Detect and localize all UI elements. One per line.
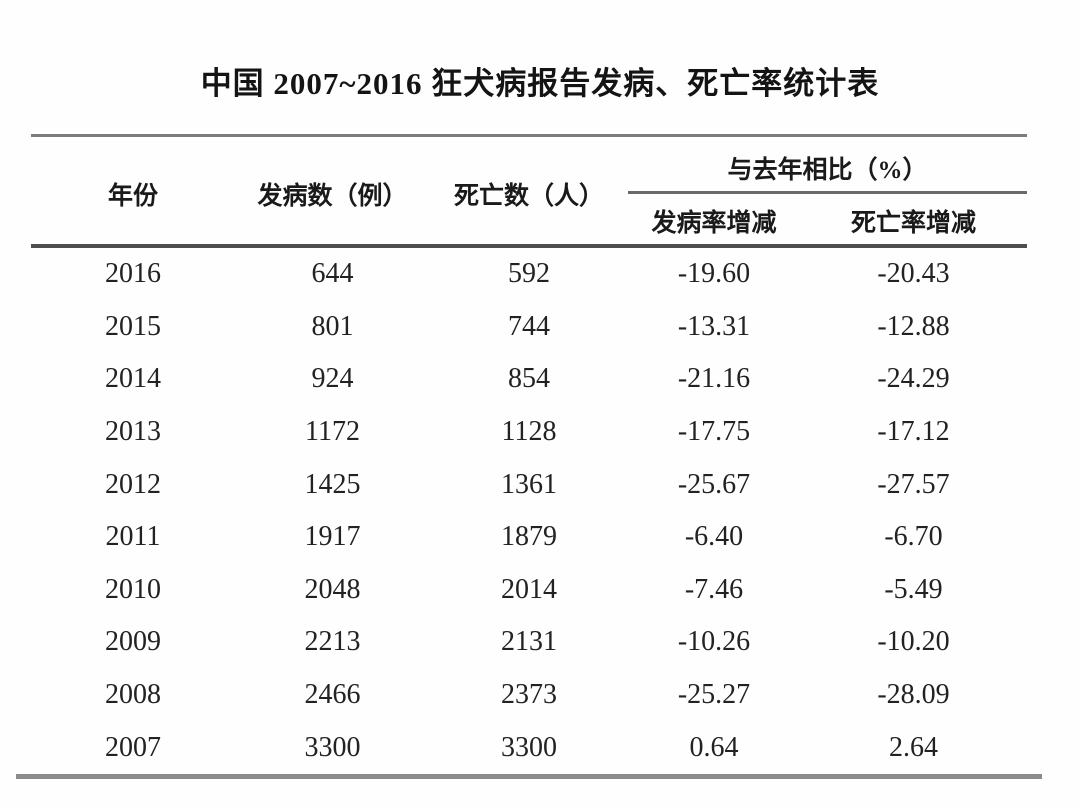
cell-deaths: 1361 xyxy=(501,468,557,500)
cell-mortality-change: -27.57 xyxy=(877,468,950,500)
table-row-2007: 2007 3300 3300 0.64 2.64 xyxy=(31,721,1027,774)
cell-mortality-change: -5.49 xyxy=(884,573,943,605)
cell-incidence-change: -17.75 xyxy=(677,416,751,448)
cell-deaths: 854 xyxy=(508,363,550,395)
header-bottom-rule xyxy=(31,244,1027,248)
group-header-rule xyxy=(628,191,1027,194)
cell-cases: 2466 xyxy=(304,679,361,711)
cell-mortality-change: 2.64 xyxy=(889,731,938,763)
cell-year: 2015 xyxy=(105,310,161,342)
cell-incidence-change: -25.67 xyxy=(677,468,751,500)
table-top-rule xyxy=(31,134,1027,137)
cell-deaths: 2014 xyxy=(501,573,557,605)
table-row-2015: 2015 801 744 -13.31 -12.88 xyxy=(31,301,1027,354)
cell-incidence-change: -10.26 xyxy=(677,626,751,658)
cell-incidence-change: -25.27 xyxy=(677,679,751,711)
table-row-2009: 2009 2213 2131 -10.26 -10.20 xyxy=(31,616,1027,669)
cell-deaths: 2373 xyxy=(501,679,557,711)
cell-cases: 1425 xyxy=(304,468,361,500)
cell-year: 2013 xyxy=(105,416,161,448)
cell-mortality-change: -20.43 xyxy=(877,258,950,290)
cell-deaths: 1128 xyxy=(501,416,557,448)
table-row-2013: 2013 1172 1128 -17.75 -17.12 xyxy=(31,406,1027,459)
cell-deaths: 592 xyxy=(508,258,550,290)
cell-mortality-change: -17.12 xyxy=(877,416,950,448)
column-header-incidence-change: 发病率增减 xyxy=(651,210,777,237)
cell-deaths: 2131 xyxy=(501,626,557,658)
column-header-deaths: 死亡数（人） xyxy=(453,183,604,210)
table-row-2016: 2016 644 592 -19.60 -20.43 xyxy=(31,248,1027,301)
table-row-2012: 2012 1425 1361 -25.67 -27.57 xyxy=(31,458,1027,511)
cell-cases: 2048 xyxy=(304,573,361,605)
column-header-year: 年份 xyxy=(107,183,158,210)
table-row-2008: 2008 2466 2373 -25.27 -28.09 xyxy=(31,669,1027,722)
cell-mortality-change: -28.09 xyxy=(877,679,950,711)
cell-incidence-change: -7.46 xyxy=(684,573,744,605)
cell-year: 2010 xyxy=(105,573,161,605)
cell-deaths: 3300 xyxy=(501,731,557,763)
cell-mortality-change: -24.29 xyxy=(877,363,950,395)
column-header-mortality-change: 死亡率增减 xyxy=(850,210,976,237)
cell-incidence-change: -19.60 xyxy=(677,258,751,290)
table-row-2014: 2014 924 854 -21.16 -24.29 xyxy=(31,353,1027,406)
cell-year: 2009 xyxy=(105,626,161,658)
cell-mortality-change: -12.88 xyxy=(877,310,950,342)
cell-cases: 644 xyxy=(311,258,354,290)
cell-incidence-change: -21.16 xyxy=(677,363,751,395)
cell-year: 2008 xyxy=(105,679,161,711)
cell-cases: 801 xyxy=(311,310,354,342)
cell-cases: 3300 xyxy=(304,731,361,763)
column-header-cases: 发病数（例） xyxy=(257,183,408,210)
cell-incidence-change: -6.40 xyxy=(684,521,744,553)
cell-deaths: 1879 xyxy=(501,521,557,553)
table-body: 2016 644 592 -19.60 -20.43 2015 801 744 … xyxy=(31,248,1027,774)
cell-deaths: 744 xyxy=(508,310,550,342)
cell-year: 2012 xyxy=(105,468,161,500)
cell-cases: 924 xyxy=(311,363,354,395)
cell-mortality-change: -10.20 xyxy=(877,626,950,658)
cell-year: 2016 xyxy=(105,258,161,290)
cell-mortality-change: -6.70 xyxy=(884,521,943,553)
cell-year: 2011 xyxy=(105,521,161,553)
cell-cases: 1172 xyxy=(305,416,360,448)
table-row-2011: 2011 1917 1879 -6.40 -6.70 xyxy=(31,511,1027,564)
cell-cases: 1917 xyxy=(304,521,361,553)
cell-cases: 2213 xyxy=(304,626,361,658)
cell-incidence-change: 0.64 xyxy=(689,731,739,763)
cell-incidence-change: -13.31 xyxy=(677,310,751,342)
table-title: 中国 2007~2016 狂犬病报告发病、死亡率统计表 xyxy=(200,66,880,101)
cell-year: 2014 xyxy=(105,363,161,395)
table-row-2010: 2010 2048 2014 -7.46 -5.49 xyxy=(31,564,1027,617)
cell-year: 2007 xyxy=(105,731,161,763)
table-bottom-rule xyxy=(16,774,1042,779)
column-header-vs-last-year: 与去年相比（%） xyxy=(727,157,928,184)
